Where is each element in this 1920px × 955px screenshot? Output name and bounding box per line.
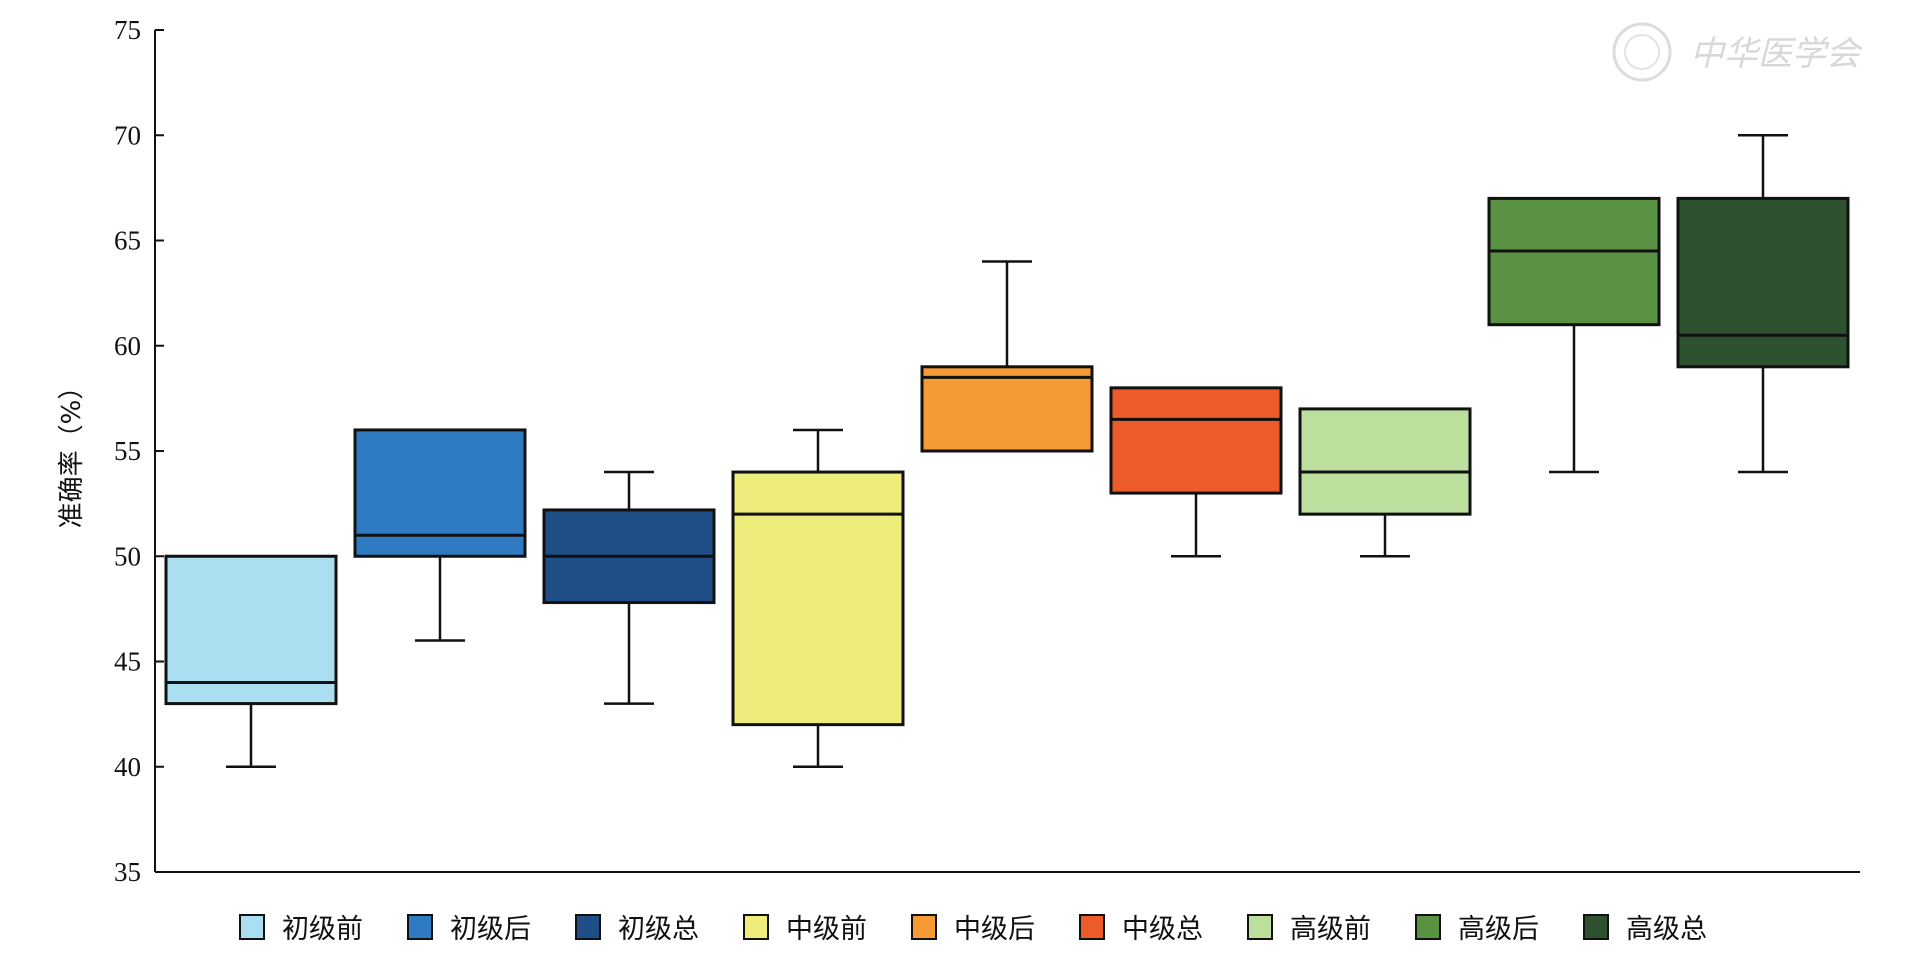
legend: 初级前 初级后 初级总 中级前 中级后 中级总 高级前 高级后 高级总: [239, 914, 1707, 945]
legend-label: 高级前: [1290, 914, 1371, 945]
y-tick-label: 75: [114, 15, 141, 45]
box-8: [1487, 196, 1661, 474]
legend-label: 中级前: [786, 914, 867, 945]
box-3: [542, 470, 716, 705]
y-tick-label: 50: [114, 541, 141, 571]
legend-item: 高级总: [1583, 914, 1707, 945]
axes: 35 40 45 50 55 60 65 70 75 准确率（%）: [57, 15, 1860, 887]
y-tick-label: 40: [114, 752, 141, 782]
legend-label: 中级总: [1122, 914, 1203, 945]
y-axis-title: 准确率（%）: [57, 374, 87, 529]
watermark-emblem-inner: [1624, 34, 1660, 70]
boxes: [164, 134, 1850, 768]
box-1: [164, 554, 338, 768]
legend-label: 高级总: [1626, 914, 1707, 945]
legend-swatch: [1415, 914, 1441, 940]
legend-item: 中级后: [911, 914, 1035, 945]
box-iqr: [353, 428, 527, 558]
y-tick-label: 60: [114, 331, 141, 361]
watermark: 中华医学会: [1612, 22, 1864, 82]
legend-label: 中级后: [954, 914, 1035, 945]
box-iqr: [920, 365, 1094, 453]
box-4: [731, 428, 905, 768]
legend-label: 初级总: [618, 914, 699, 945]
legend-swatch: [743, 914, 769, 940]
legend-item: 中级总: [1079, 914, 1203, 945]
legend-label: 初级后: [450, 914, 531, 945]
box-iqr: [1298, 407, 1472, 516]
legend-swatch: [407, 914, 433, 940]
y-ticks: 35 40 45 50 55 60 65 70 75: [114, 15, 164, 887]
box-iqr: [1487, 196, 1661, 327]
legend-item: 初级前: [239, 914, 363, 945]
legend-label: 高级后: [1458, 914, 1539, 945]
watermark-text: 中华医学会: [1690, 34, 1864, 74]
legend-item: 中级前: [743, 914, 867, 945]
legend-swatch: [911, 914, 937, 940]
y-tick-label: 35: [114, 857, 141, 887]
box-5: [920, 260, 1094, 453]
box-7: [1298, 407, 1472, 558]
watermark-emblem-icon: [1612, 22, 1672, 82]
box-iqr: [731, 470, 905, 727]
legend-swatch: [1079, 914, 1105, 940]
box-iqr: [1109, 386, 1283, 495]
y-tick-label: 65: [114, 226, 141, 256]
legend-item: 初级总: [575, 914, 699, 945]
legend-swatch: [1247, 914, 1273, 940]
box-2: [353, 428, 527, 642]
legend-swatch: [1583, 914, 1609, 940]
legend-item: 高级前: [1247, 914, 1371, 945]
box-6: [1109, 386, 1283, 558]
box-iqr: [1676, 196, 1850, 369]
box-9: [1676, 134, 1850, 474]
legend-label: 初级前: [282, 914, 363, 945]
box-iqr: [164, 554, 338, 706]
y-tick-label: 55: [114, 436, 141, 466]
legend-item: 初级后: [407, 914, 531, 945]
legend-swatch: [239, 914, 265, 940]
y-tick-label: 70: [114, 120, 141, 150]
legend-swatch: [575, 914, 601, 940]
legend-item: 高级后: [1415, 914, 1539, 945]
y-tick-label: 45: [114, 647, 141, 677]
